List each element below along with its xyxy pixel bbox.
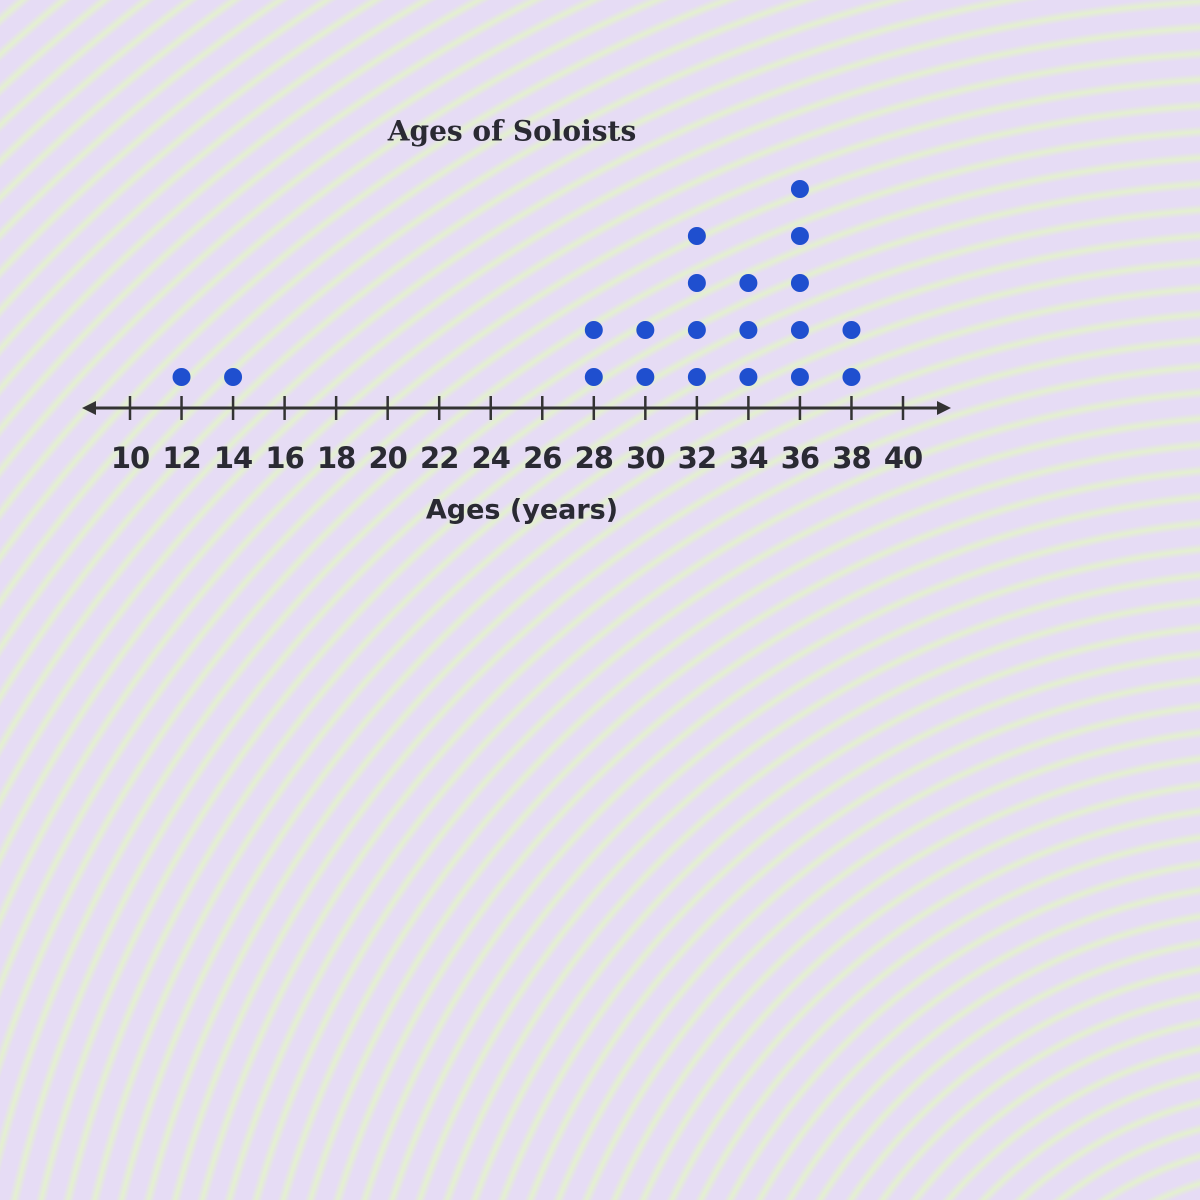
x-tick-label: 30	[626, 441, 664, 475]
x-tick-label: 16	[265, 441, 303, 475]
x-tick-label: 40	[884, 441, 922, 475]
x-tick-label: 18	[317, 441, 355, 475]
x-tick-label: 12	[162, 441, 200, 475]
x-tick-label: 38	[832, 441, 870, 475]
dot	[790, 274, 809, 292]
x-tick-label: 32	[678, 441, 716, 475]
axis-arrow	[82, 401, 96, 415]
x-tick-label: 24	[472, 441, 510, 475]
dot	[224, 368, 243, 386]
dot	[739, 274, 758, 292]
dot	[687, 321, 706, 339]
dot	[790, 368, 809, 386]
dot	[687, 227, 706, 245]
dot	[790, 321, 809, 339]
x-tick-label: 36	[781, 441, 819, 475]
x-tick-label: 22	[420, 441, 458, 475]
dot	[584, 321, 603, 339]
x-tick-label: 26	[523, 441, 561, 475]
dot	[636, 368, 655, 386]
dot	[842, 368, 861, 386]
x-tick-label: 20	[368, 441, 406, 475]
x-tick-label: 28	[575, 441, 613, 475]
x-tick-label: 14	[214, 441, 252, 475]
dot	[687, 274, 706, 292]
x-tick-label: 10	[111, 441, 149, 475]
x-tick-label: 34	[729, 441, 767, 475]
dot	[739, 321, 758, 339]
dot	[790, 227, 809, 245]
chart-title: Ages of Soloists	[387, 115, 636, 148]
dot	[739, 368, 758, 386]
dot	[172, 368, 191, 386]
dot	[636, 321, 655, 339]
dot	[584, 368, 603, 386]
x-axis-label: Ages (years)	[426, 495, 618, 526]
axis-arrow	[937, 401, 951, 415]
dot	[842, 321, 861, 339]
dot	[687, 368, 706, 386]
dot	[790, 180, 809, 198]
